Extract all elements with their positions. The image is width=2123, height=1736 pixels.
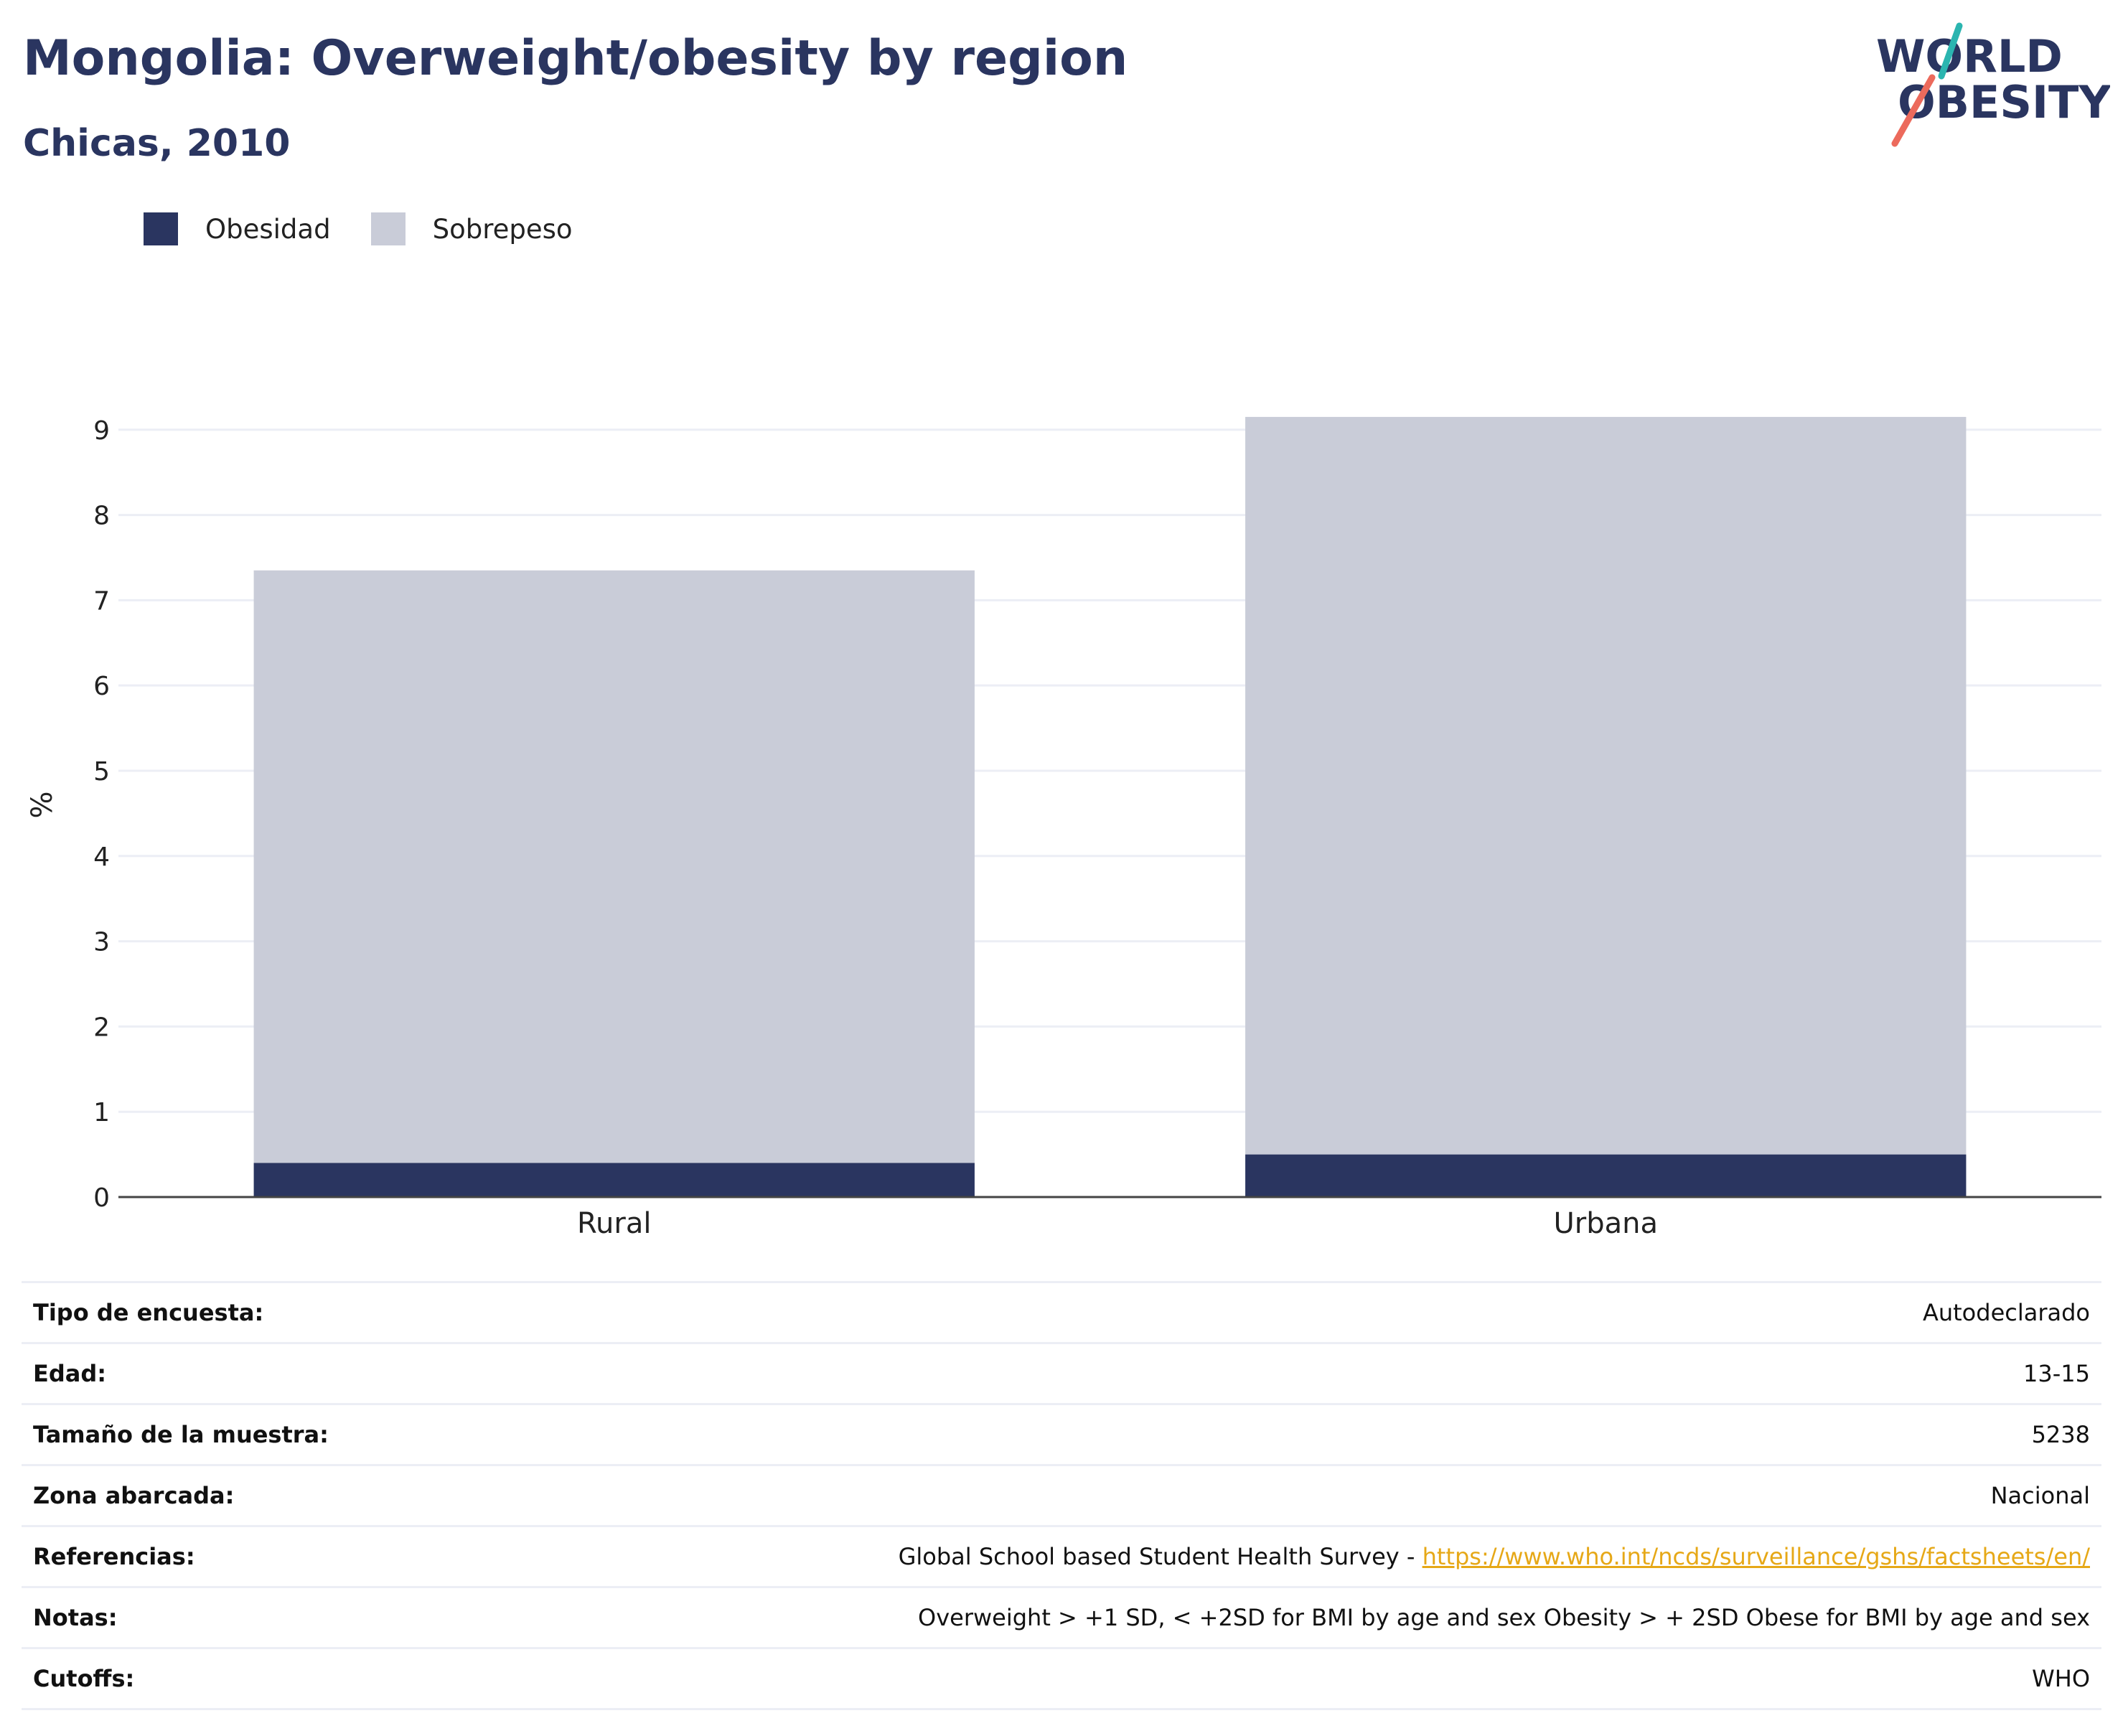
- info-value: 5238: [454, 1403, 2101, 1465]
- info-label: Zona abarcada:: [22, 1464, 454, 1526]
- y-tick-label: 8: [93, 502, 110, 531]
- y-tick-label: 6: [93, 672, 110, 701]
- info-row: Zona abarcada: Nacional: [22, 1464, 2101, 1526]
- info-value: Overweight > +1 SD, < +2SD for BMI by ag…: [454, 1586, 2101, 1648]
- survey-info-table: Tipo de encuesta: Autodeclarado Edad: 13-15…: [22, 1281, 2101, 1710]
- y-axis-label: %: [26, 791, 59, 818]
- x-tick-label: Urbana: [1554, 1207, 1659, 1240]
- chart-title: Mongolia: Overweight/obesity by region: [23, 30, 1128, 87]
- bar-sobrepeso-urbana: [1245, 416, 1967, 1155]
- bar-obesidad-urbana: [1245, 1154, 1967, 1197]
- info-value: Nacional: [454, 1464, 2101, 1526]
- info-row: Tipo de encuesta: Autodeclarado: [22, 1281, 2101, 1343]
- x-tick-label: Rural: [577, 1207, 651, 1240]
- info-value: WHO: [454, 1647, 2101, 1710]
- info-label: Notas:: [22, 1586, 454, 1648]
- y-tick-label: 9: [93, 416, 110, 446]
- y-tick-label: 4: [93, 843, 110, 872]
- info-value: Global School based Student Health Surve…: [454, 1525, 2101, 1587]
- world-obesity-logo: WORLD OBESITY: [1876, 22, 2110, 147]
- info-label: Cutoffs:: [22, 1647, 454, 1710]
- y-tick-label: 0: [93, 1183, 110, 1213]
- legend-item-sobrepeso[interactable]: Sobrepeso: [370, 212, 573, 245]
- logo-line2: OBESITY: [1898, 76, 2110, 128]
- legend-label-sobrepeso: Sobrepeso: [432, 213, 573, 245]
- legend-label-obesidad: Obesidad: [205, 213, 331, 245]
- y-tick-label: 2: [93, 1013, 110, 1042]
- info-row: Notas: Overweight > +1 SD, < +2SD for BMI…: [22, 1586, 2101, 1648]
- info-value: 13-15: [454, 1342, 2101, 1404]
- info-label: Tipo de encuesta:: [22, 1281, 454, 1343]
- logo-teal-stroke: [1938, 22, 1963, 80]
- info-row: Tamaño de la muestra: 5238: [22, 1403, 2101, 1465]
- info-row: Edad: 13-15: [22, 1342, 2101, 1404]
- bar-obesidad-rural: [253, 1163, 975, 1197]
- bar-sobrepeso-rural: [253, 570, 975, 1163]
- y-tick-label: 3: [93, 928, 110, 957]
- legend-item-obesidad[interactable]: Obesidad: [144, 212, 331, 245]
- legend-swatch-sobrepeso: [370, 212, 406, 245]
- legend-swatch-obesidad: [144, 212, 178, 245]
- info-row: Referencias: Global School based Student …: [22, 1525, 2101, 1587]
- info-label: Edad:: [22, 1342, 454, 1404]
- reference-link[interactable]: https://www.who.int/ncds/surveillance/gs…: [1422, 1543, 2090, 1570]
- info-row: Cutoffs: WHO: [22, 1647, 2101, 1710]
- chart-legend: Obesidad Sobrepeso: [144, 212, 613, 245]
- info-label: Referencias:: [22, 1525, 454, 1587]
- y-tick-label: 7: [93, 586, 110, 616]
- bar-chart: 0 1 2 3 4 5 6 7 8 9% Rural Urbana: [26, 416, 2101, 1240]
- logo-line1: WORLD: [1876, 30, 2063, 83]
- info-label: Tamaño de la muestra:: [22, 1403, 454, 1465]
- y-tick-label: 1: [93, 1098, 110, 1127]
- chart-subtitle: Chicas, 2010: [23, 122, 291, 165]
- info-value: Autodeclarado: [454, 1281, 2101, 1343]
- logo-coral-stroke: [1891, 74, 1936, 147]
- y-tick-label: 5: [93, 757, 110, 787]
